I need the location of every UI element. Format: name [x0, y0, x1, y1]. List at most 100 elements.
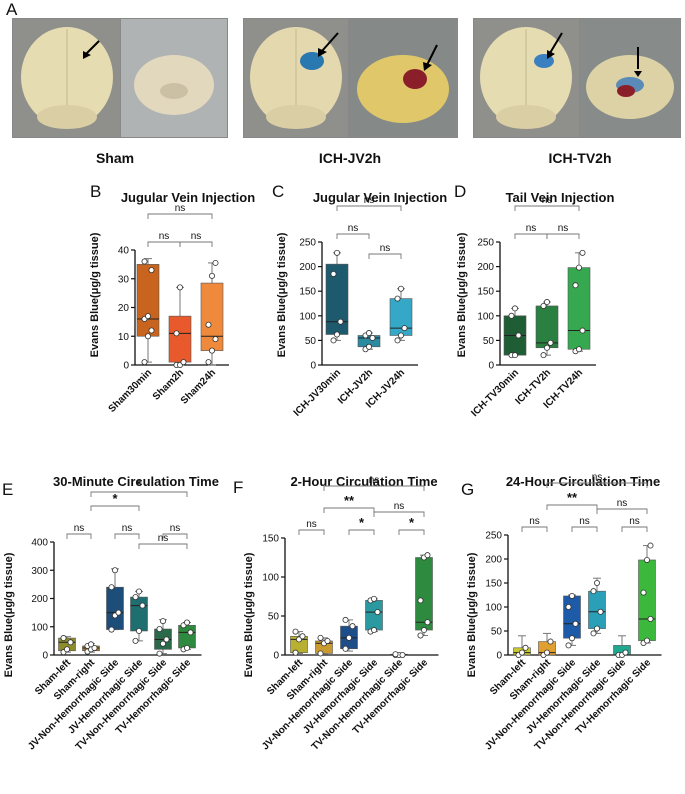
chart-panel-b: B Jugular Vein Injection Evans Blue(μg/g t…: [89, 182, 255, 415]
data-point: [397, 332, 404, 339]
significance-bracket: [368, 253, 402, 259]
panel-letter: G: [461, 480, 474, 499]
data-point: [544, 299, 551, 306]
sham-dorsal-photo: [12, 18, 121, 138]
ichjv-coronal-photo: [348, 18, 458, 138]
data-point: [337, 318, 344, 325]
chart-panel-c: C Jugular Vein Injection Evans Blue(μg/g t…: [272, 182, 447, 419]
data-point: [622, 649, 629, 656]
data-point: [334, 331, 341, 338]
significance-label: ns: [348, 223, 359, 234]
significance-label: **: [567, 490, 578, 505]
data-point: [647, 542, 654, 549]
y-axis-label: Evans Blue(μg/g tissue): [466, 552, 478, 677]
y-tick-label: 300: [31, 566, 48, 577]
data-point: [522, 644, 529, 651]
box-0: [290, 635, 308, 653]
significance-label: ns: [74, 523, 85, 534]
significance-bracket: [323, 507, 375, 513]
significance-label: ns: [170, 523, 181, 534]
ichjv-dorsal-photo: [243, 18, 349, 138]
y-tick-label: 200: [485, 555, 502, 566]
data-point: [141, 258, 148, 265]
data-point: [159, 618, 166, 625]
data-point: [156, 626, 163, 633]
data-point: [163, 636, 170, 643]
chart-panel-d: D Tail Vein Injection Evans Blue(μg/g tiss…: [454, 182, 614, 419]
data-point: [579, 327, 586, 334]
data-point: [148, 267, 155, 274]
significance-bracket: [596, 508, 648, 514]
y-tick-label: 0: [496, 651, 502, 662]
sham-caption: Sham: [95, 150, 135, 166]
data-point: [208, 347, 215, 354]
data-point: [593, 580, 600, 587]
data-point: [173, 330, 180, 337]
data-point: [515, 332, 522, 339]
significance-bracket: [514, 205, 580, 211]
data-point: [108, 626, 115, 633]
significance-label: ns: [529, 516, 540, 527]
data-point: [569, 635, 576, 642]
x-tick-label: ICH-TV30min: [469, 367, 521, 419]
data-point: [292, 628, 299, 635]
sham-dorsal-brain-image: [13, 19, 120, 137]
data-point: [374, 609, 381, 616]
data-point: [317, 650, 324, 657]
data-point: [208, 272, 215, 279]
box-0: [136, 264, 160, 337]
y-tick-label: 20: [118, 303, 130, 314]
data-point: [512, 305, 519, 312]
y-tick-label: 250: [477, 238, 494, 249]
box-1: [535, 305, 559, 349]
data-point: [540, 352, 547, 359]
data-point: [508, 312, 515, 319]
data-point: [132, 594, 139, 601]
significance-label: *: [112, 491, 118, 506]
significance-bracket: [147, 213, 213, 219]
significance-label: ns: [592, 472, 603, 483]
data-point: [572, 282, 579, 289]
data-point: [334, 249, 341, 256]
significance-label: ns: [158, 533, 169, 544]
data-point: [392, 651, 399, 658]
significance-bracket: [66, 533, 92, 539]
y-tick-label: 0: [488, 361, 494, 372]
data-point: [597, 608, 604, 615]
ichtv-dorsal-photo: [473, 18, 580, 138]
chart-title: 30-Minute Circulation Time: [53, 474, 219, 489]
data-point: [187, 629, 194, 636]
significance-label: ns: [191, 231, 202, 242]
data-point: [565, 642, 572, 649]
ichjv-coronal-brain-image: [349, 19, 457, 137]
data-point: [640, 589, 647, 596]
data-point: [366, 330, 373, 337]
data-point: [112, 567, 119, 574]
x-tick-label: ICH-JV30min: [292, 367, 343, 418]
significance-bracket: [323, 485, 425, 491]
y-tick-label: 50: [483, 336, 495, 347]
significance-label: ns: [394, 501, 405, 512]
sham-coronal-photo: [120, 18, 228, 138]
significance-label: ns: [175, 203, 186, 214]
data-point: [324, 637, 331, 644]
significance-label: ns: [617, 498, 628, 509]
data-point: [572, 620, 579, 627]
panel-letter: B: [90, 182, 101, 201]
data-point: [401, 325, 408, 332]
y-tick-label: 100: [31, 622, 48, 633]
data-point: [394, 295, 401, 302]
data-point: [156, 650, 163, 657]
significance-bracket: [521, 526, 548, 532]
box-2: [567, 267, 591, 350]
chart-title: Jugular Vein Injection: [121, 190, 255, 205]
data-point: [139, 602, 146, 609]
y-tick-label: 0: [42, 651, 48, 662]
y-tick-label: 0: [273, 651, 279, 662]
chart-title: 2-Hour Circulation Time: [290, 474, 437, 489]
chart-panel-f: F 2-Hour Circulation Time Evans Blue(μg/g …: [233, 474, 439, 753]
y-tick-label: 40: [118, 246, 130, 257]
box-3: [588, 590, 606, 629]
panel-letter: C: [272, 182, 284, 201]
y-axis-label: Evans Blue(μg/g tissue): [456, 232, 468, 357]
